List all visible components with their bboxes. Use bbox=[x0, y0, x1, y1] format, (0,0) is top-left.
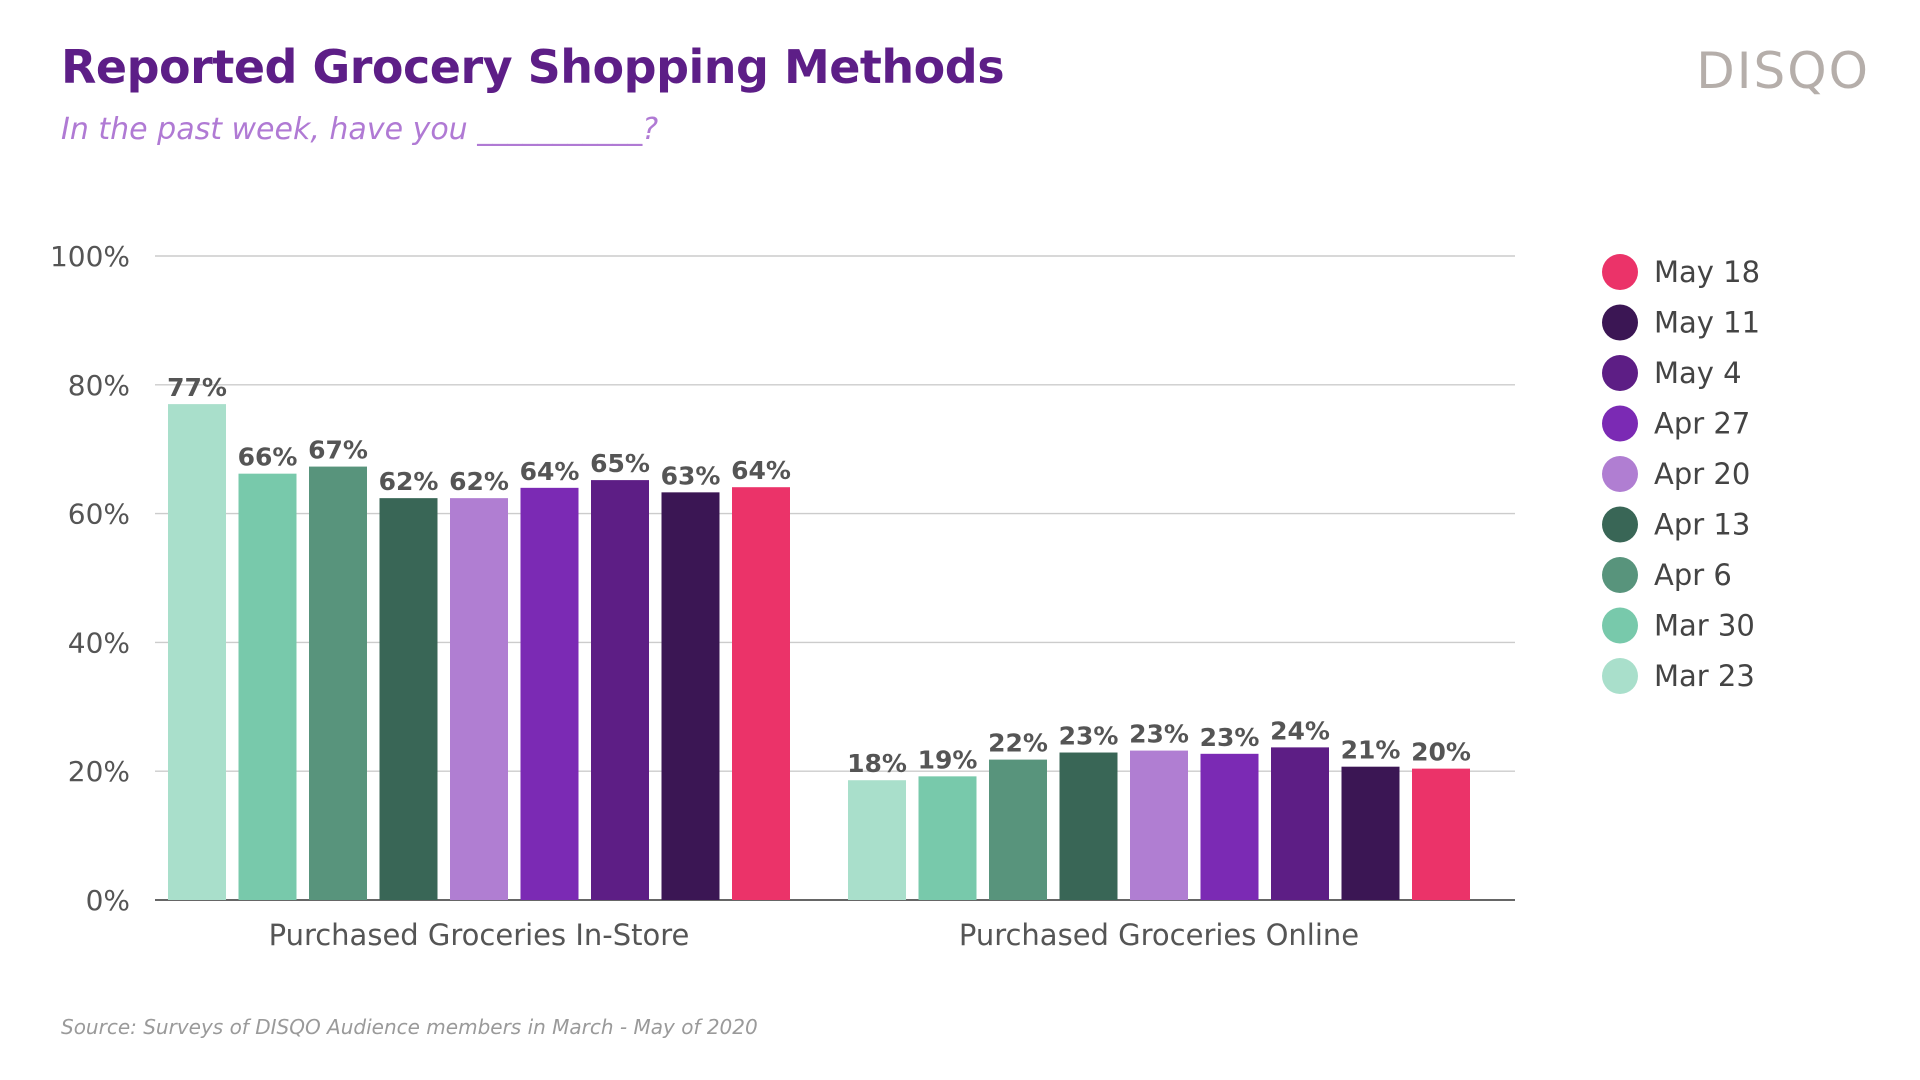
legend-label: Apr 20 bbox=[1654, 457, 1750, 491]
legend: May 18 May 11 May 4 Apr 27 Apr 20 Apr 13 Apr 6… bbox=[1602, 254, 1760, 694]
bar bbox=[168, 404, 226, 900]
legend-label: Apr 6 bbox=[1654, 558, 1732, 592]
legend-item: Apr 20 bbox=[1602, 456, 1750, 492]
bar bbox=[1130, 750, 1188, 900]
data-label: 24% bbox=[1270, 716, 1330, 745]
legend-label: May 11 bbox=[1654, 306, 1760, 340]
bar bbox=[848, 780, 906, 900]
data-label: 65% bbox=[590, 449, 650, 478]
y-tick-label: 60% bbox=[68, 498, 130, 531]
legend-label: May 18 bbox=[1654, 255, 1760, 289]
data-label: 22% bbox=[988, 729, 1048, 758]
data-label: 67% bbox=[308, 436, 368, 465]
bar bbox=[309, 466, 367, 900]
bar bbox=[591, 480, 649, 900]
chart-title: Reported Grocery Shopping Methods bbox=[61, 40, 1005, 94]
x-category-label: Purchased Groceries In-Store bbox=[269, 918, 690, 952]
bar bbox=[450, 498, 508, 900]
data-label: 62% bbox=[449, 467, 509, 496]
legend-swatch bbox=[1602, 254, 1638, 290]
legend-item: May 11 bbox=[1602, 304, 1760, 341]
data-label: 63% bbox=[661, 461, 721, 490]
bar bbox=[732, 487, 790, 900]
x-axis: Purchased Groceries In-Store Purchased Gr… bbox=[269, 918, 1360, 952]
y-tick-label: 0% bbox=[86, 884, 130, 917]
bar bbox=[1341, 766, 1400, 900]
data-labels: 77% 66% 67% 62% 62% 64% 65% 63% 64% 18% 19% 22% 23% 2… bbox=[167, 373, 1471, 778]
bar bbox=[1200, 753, 1259, 900]
legend-item: May 18 bbox=[1602, 254, 1760, 290]
bar bbox=[989, 759, 1047, 900]
legend-label: May 4 bbox=[1654, 356, 1742, 390]
legend-swatch bbox=[1602, 557, 1638, 593]
legend-item: May 4 bbox=[1602, 355, 1742, 391]
data-label: 62% bbox=[379, 467, 439, 496]
data-label: 21% bbox=[1341, 736, 1401, 765]
bars bbox=[168, 404, 1470, 900]
legend-swatch bbox=[1602, 506, 1638, 543]
bar bbox=[661, 492, 720, 900]
data-label: 23% bbox=[1059, 722, 1119, 751]
data-label: 23% bbox=[1200, 723, 1260, 752]
data-label: 77% bbox=[167, 373, 227, 402]
bar bbox=[238, 473, 297, 900]
legend-swatch bbox=[1602, 355, 1638, 391]
legend-swatch bbox=[1602, 607, 1638, 644]
data-label: 64% bbox=[520, 457, 580, 486]
legend-label: Apr 27 bbox=[1654, 407, 1750, 441]
y-tick-label: 100% bbox=[50, 240, 130, 273]
legend-swatch bbox=[1602, 405, 1638, 442]
bar bbox=[379, 498, 438, 900]
legend-swatch bbox=[1602, 456, 1638, 492]
y-tick-label: 20% bbox=[68, 755, 130, 788]
source-note: Source: Surveys of DISQO Audience member… bbox=[61, 1015, 758, 1039]
disqo-logo: DISQO bbox=[1696, 42, 1870, 100]
legend-item: Mar 23 bbox=[1602, 658, 1755, 694]
data-label: 19% bbox=[918, 745, 978, 774]
x-category-label: Purchased Groceries Online bbox=[959, 918, 1359, 952]
legend-swatch bbox=[1602, 304, 1638, 341]
legend-item: Apr 13 bbox=[1602, 506, 1750, 543]
legend-item: Apr 27 bbox=[1602, 405, 1750, 442]
legend-item: Mar 30 bbox=[1602, 607, 1755, 644]
bar bbox=[1412, 768, 1470, 900]
y-axis: 0% 20% 40% 60% 80% 100% bbox=[50, 240, 130, 917]
data-label: 66% bbox=[238, 443, 298, 472]
data-label: 23% bbox=[1129, 720, 1189, 749]
y-tick-label: 80% bbox=[68, 369, 130, 402]
legend-item: Apr 6 bbox=[1602, 557, 1732, 593]
legend-label: Apr 13 bbox=[1654, 508, 1750, 542]
bar bbox=[1271, 747, 1329, 900]
legend-label: Mar 23 bbox=[1654, 659, 1755, 693]
bar bbox=[520, 487, 579, 900]
legend-swatch bbox=[1602, 658, 1638, 694]
chart-subtitle: In the past week, have you ___________? bbox=[61, 112, 659, 147]
bar bbox=[1059, 752, 1118, 900]
data-label: 18% bbox=[847, 749, 907, 778]
legend-label: Mar 30 bbox=[1654, 609, 1755, 643]
y-tick-label: 40% bbox=[68, 626, 130, 659]
bar bbox=[918, 776, 977, 900]
data-label: 64% bbox=[731, 456, 791, 485]
data-label: 20% bbox=[1411, 738, 1471, 767]
